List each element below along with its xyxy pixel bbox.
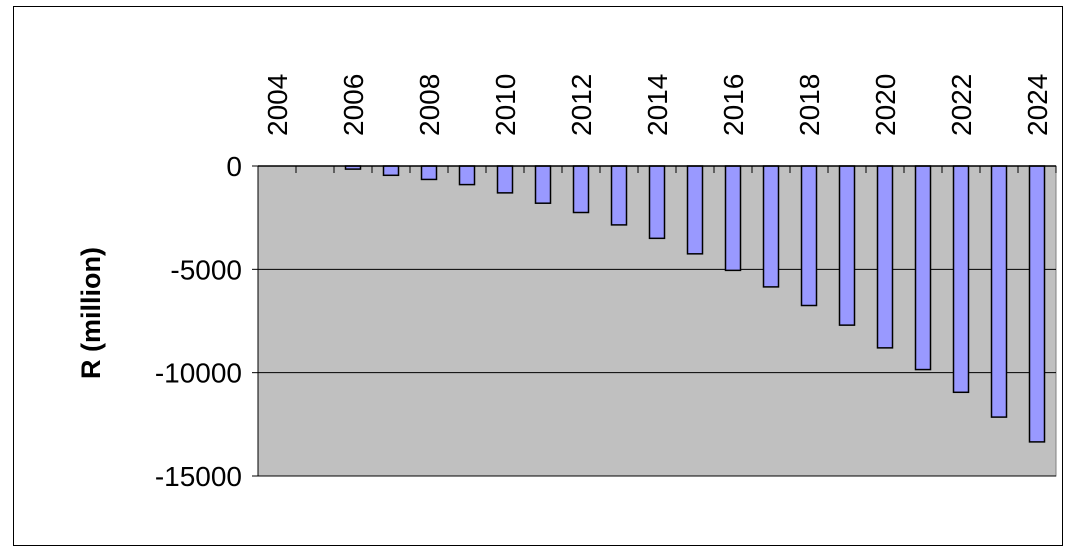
x-tick-label: 2016 bbox=[718, 74, 749, 136]
bar bbox=[840, 166, 855, 325]
bar bbox=[802, 166, 817, 306]
bar bbox=[460, 166, 475, 185]
x-tick-labels: 2004 2006 2008 2010 2012 2014 2016 2018 2020 2022… bbox=[262, 74, 1053, 136]
bar bbox=[650, 166, 665, 238]
bar bbox=[764, 166, 779, 287]
bar bbox=[726, 166, 741, 270]
bar bbox=[878, 166, 893, 348]
x-tick-label: 2018 bbox=[794, 74, 825, 136]
x-tick-label: 2014 bbox=[642, 74, 673, 136]
x-tick-label: 2010 bbox=[490, 74, 521, 136]
x-tick-label: 2020 bbox=[870, 74, 901, 136]
bar bbox=[536, 166, 551, 203]
bar bbox=[1030, 166, 1045, 442]
bar bbox=[916, 166, 931, 370]
y-tick-labels: 0 -5000 -10000 -15000 bbox=[155, 151, 242, 492]
x-tick-label: 2022 bbox=[946, 74, 977, 136]
bar bbox=[612, 166, 627, 225]
bar bbox=[498, 166, 513, 193]
bar bbox=[574, 166, 589, 213]
bar bbox=[992, 166, 1007, 417]
x-tick-label: 2008 bbox=[414, 74, 445, 136]
y-axis-label: R (million) bbox=[76, 247, 106, 379]
x-tick-label: 2006 bbox=[338, 74, 369, 136]
bar bbox=[422, 166, 437, 179]
bar bbox=[384, 166, 399, 175]
y-tick-label: -5000 bbox=[170, 254, 242, 285]
y-tick-label: 0 bbox=[226, 151, 242, 182]
bar bbox=[954, 166, 969, 392]
x-tick-label: 2004 bbox=[262, 74, 293, 136]
y-tick-label: -10000 bbox=[155, 358, 242, 389]
x-tick-label: 2024 bbox=[1022, 74, 1053, 136]
x-tick-label: 2012 bbox=[566, 74, 597, 136]
bar bbox=[688, 166, 703, 254]
y-tick-label: -15000 bbox=[155, 461, 242, 492]
